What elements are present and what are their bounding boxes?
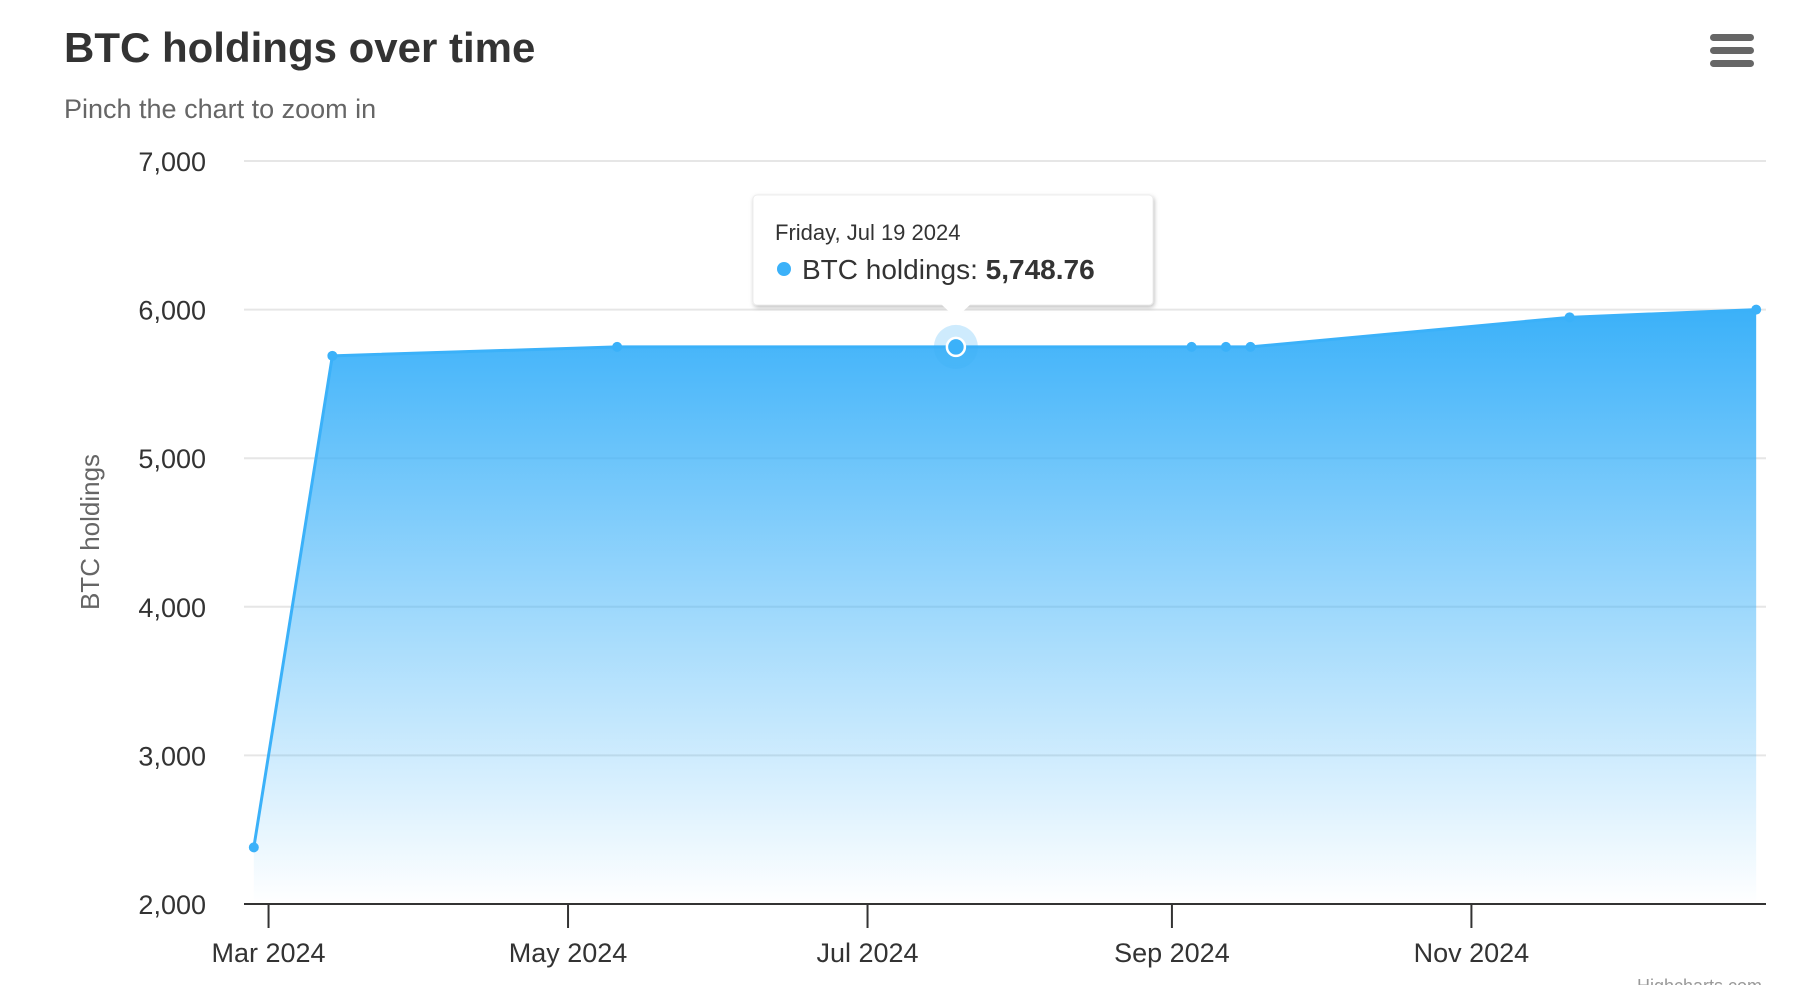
- data-point: [1245, 341, 1256, 352]
- data-point: [1186, 341, 1197, 352]
- credits-link[interactable]: Highcharts.com: [1637, 976, 1762, 985]
- chart-title: BTC holdings over time: [64, 24, 535, 71]
- tooltip-series-name: BTC holdings: [802, 254, 970, 285]
- y-tick-label: 4,000: [138, 593, 206, 623]
- data-point: [1751, 304, 1762, 315]
- data-point: [248, 842, 259, 853]
- y-tick-label: 5,000: [138, 444, 206, 474]
- tooltip-series-text: BTC holdings: 5,748.76: [802, 254, 1095, 285]
- context-menu-button[interactable]: [1700, 24, 1760, 76]
- x-tick-label: Nov 2024: [1414, 938, 1530, 968]
- series-area: [253, 309, 1757, 905]
- hover-point: [945, 336, 967, 358]
- x-tick-label: May 2024: [509, 938, 628, 968]
- x-tick-label: Jul 2024: [816, 938, 918, 968]
- y-tick-label: 3,000: [138, 741, 206, 771]
- chart-subtitle: Pinch the chart to zoom in: [64, 94, 376, 124]
- x-tick-label: Mar 2024: [212, 938, 326, 968]
- tooltip-box: [752, 194, 1154, 306]
- tooltip-value: 5,748.76: [986, 254, 1095, 285]
- data-point: [327, 350, 338, 361]
- y-axis-labels: 2,000 3,000 4,000 5,000 6,000 7,000: [138, 147, 206, 920]
- tooltip-pointer: [940, 304, 971, 318]
- y-tick-label: 2,000: [138, 890, 206, 920]
- hamburger-menu-icon: [1710, 34, 1754, 67]
- y-tick-label: 6,000: [138, 296, 206, 326]
- tooltip: Friday, Jul 19 2024 BTC holdings: 5,748.…: [752, 194, 1154, 318]
- y-axis-title: BTC holdings: [75, 454, 105, 610]
- data-point: [612, 341, 623, 352]
- series-btc-holdings[interactable]: [248, 304, 1762, 905]
- hover-marker: [933, 324, 978, 369]
- data-point: [1564, 312, 1575, 323]
- tooltip-series-marker: [777, 262, 791, 276]
- y-tick-label: 7,000: [138, 147, 206, 177]
- data-point: [1220, 341, 1231, 352]
- x-tick-label: Sep 2024: [1114, 938, 1230, 968]
- tooltip-date: Friday, Jul 19 2024: [775, 220, 960, 245]
- x-axis: Mar 2024 May 2024 Jul 2024 Sep 2024 Nov 2024: [212, 904, 1530, 968]
